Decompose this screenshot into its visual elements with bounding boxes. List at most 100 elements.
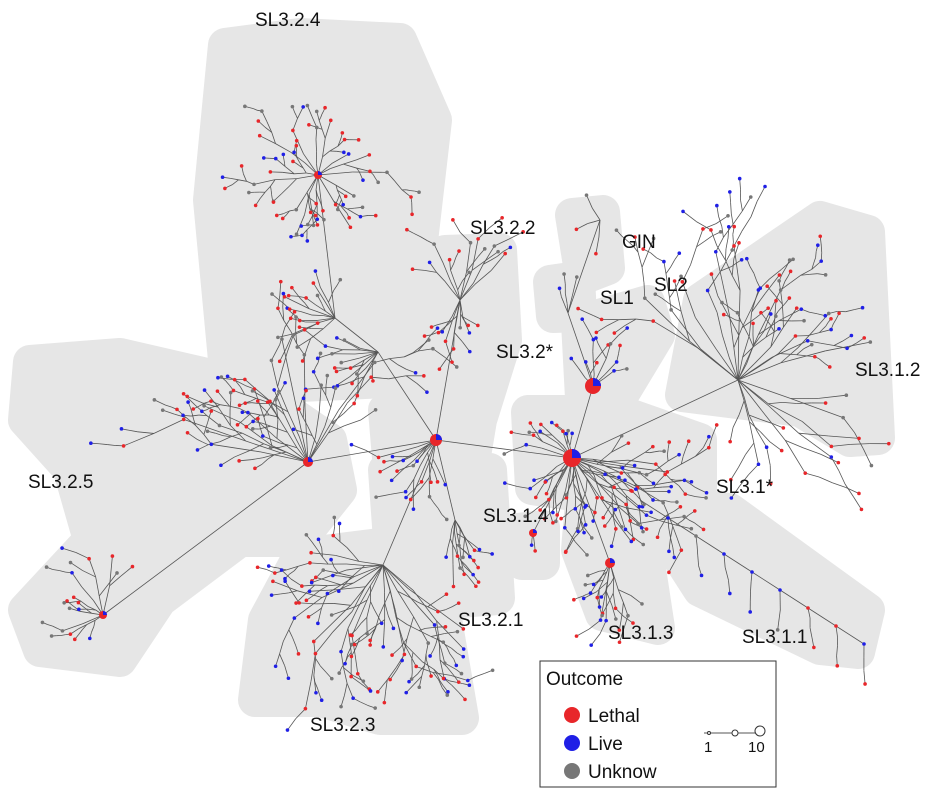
node: [400, 659, 404, 663]
edge: [864, 671, 865, 684]
node: [369, 689, 373, 693]
node: [283, 381, 287, 385]
edge: [839, 470, 845, 484]
node: [61, 629, 65, 633]
node: [331, 534, 335, 538]
node: [161, 408, 165, 412]
node: [788, 258, 792, 262]
node: [472, 559, 476, 563]
node: [349, 366, 353, 370]
node: [591, 519, 595, 523]
size-scale-label: 1: [704, 739, 712, 756]
node: [395, 469, 399, 473]
node: [445, 518, 449, 522]
node: [661, 501, 665, 505]
node: [643, 296, 647, 300]
edge: [749, 464, 759, 475]
node: [857, 437, 861, 441]
node: [371, 379, 375, 383]
node: [615, 228, 619, 232]
node: [594, 252, 598, 256]
edge: [316, 139, 317, 151]
node: [667, 571, 671, 575]
node: [806, 339, 810, 343]
node: [322, 218, 326, 222]
node: [669, 308, 673, 312]
node: [452, 585, 456, 589]
node: [528, 487, 532, 491]
node: [266, 400, 270, 404]
node: [561, 429, 565, 433]
cluster-label: SL3.1.4: [483, 506, 549, 527]
node: [175, 408, 179, 412]
edge: [365, 565, 383, 566]
node: [524, 443, 528, 447]
node: [353, 643, 357, 647]
node: [466, 679, 470, 683]
node: [452, 347, 456, 351]
node: [450, 360, 454, 364]
node: [795, 306, 799, 310]
node: [782, 426, 786, 430]
node: [722, 552, 726, 556]
node: [774, 314, 778, 318]
node: [780, 449, 784, 453]
node: [319, 352, 323, 356]
node: [275, 214, 279, 218]
node: [315, 126, 319, 130]
node: [794, 334, 798, 338]
edge: [668, 303, 674, 307]
node: [347, 216, 351, 220]
node: [262, 156, 266, 160]
node: [564, 493, 568, 497]
node: [662, 260, 666, 264]
edge: [483, 552, 487, 553]
node: [334, 386, 338, 390]
node: [412, 507, 416, 511]
node: [824, 273, 828, 277]
node: [471, 573, 475, 577]
node: [566, 429, 570, 433]
node: [750, 570, 754, 574]
node: [736, 311, 740, 315]
node: [415, 459, 419, 463]
node: [603, 472, 607, 476]
node: [361, 206, 365, 210]
node: [682, 515, 686, 519]
node: [307, 615, 311, 619]
node: [706, 289, 710, 293]
node: [288, 307, 292, 311]
legend-label: Live: [588, 734, 623, 755]
node: [457, 601, 461, 605]
node: [391, 455, 395, 459]
node: [757, 462, 761, 466]
edge: [754, 443, 759, 464]
node: [240, 164, 244, 168]
node: [315, 218, 319, 222]
node: [302, 396, 306, 400]
node: [223, 187, 227, 191]
cluster-label: SL3.2.2: [470, 218, 536, 239]
edge: [344, 420, 361, 426]
edge: [725, 249, 726, 260]
node: [69, 561, 73, 565]
node: [810, 343, 814, 347]
node: [338, 522, 342, 526]
node: [593, 511, 597, 515]
node: [845, 347, 849, 351]
node: [627, 441, 631, 445]
node: [314, 576, 318, 580]
edge: [599, 598, 600, 603]
node: [337, 589, 341, 593]
node: [256, 417, 260, 421]
node: [539, 423, 543, 427]
node: [428, 261, 432, 265]
node: [702, 528, 706, 532]
node: [368, 153, 372, 157]
node: [226, 375, 230, 379]
node: [431, 347, 435, 351]
node: [559, 517, 563, 521]
node: [861, 306, 865, 310]
